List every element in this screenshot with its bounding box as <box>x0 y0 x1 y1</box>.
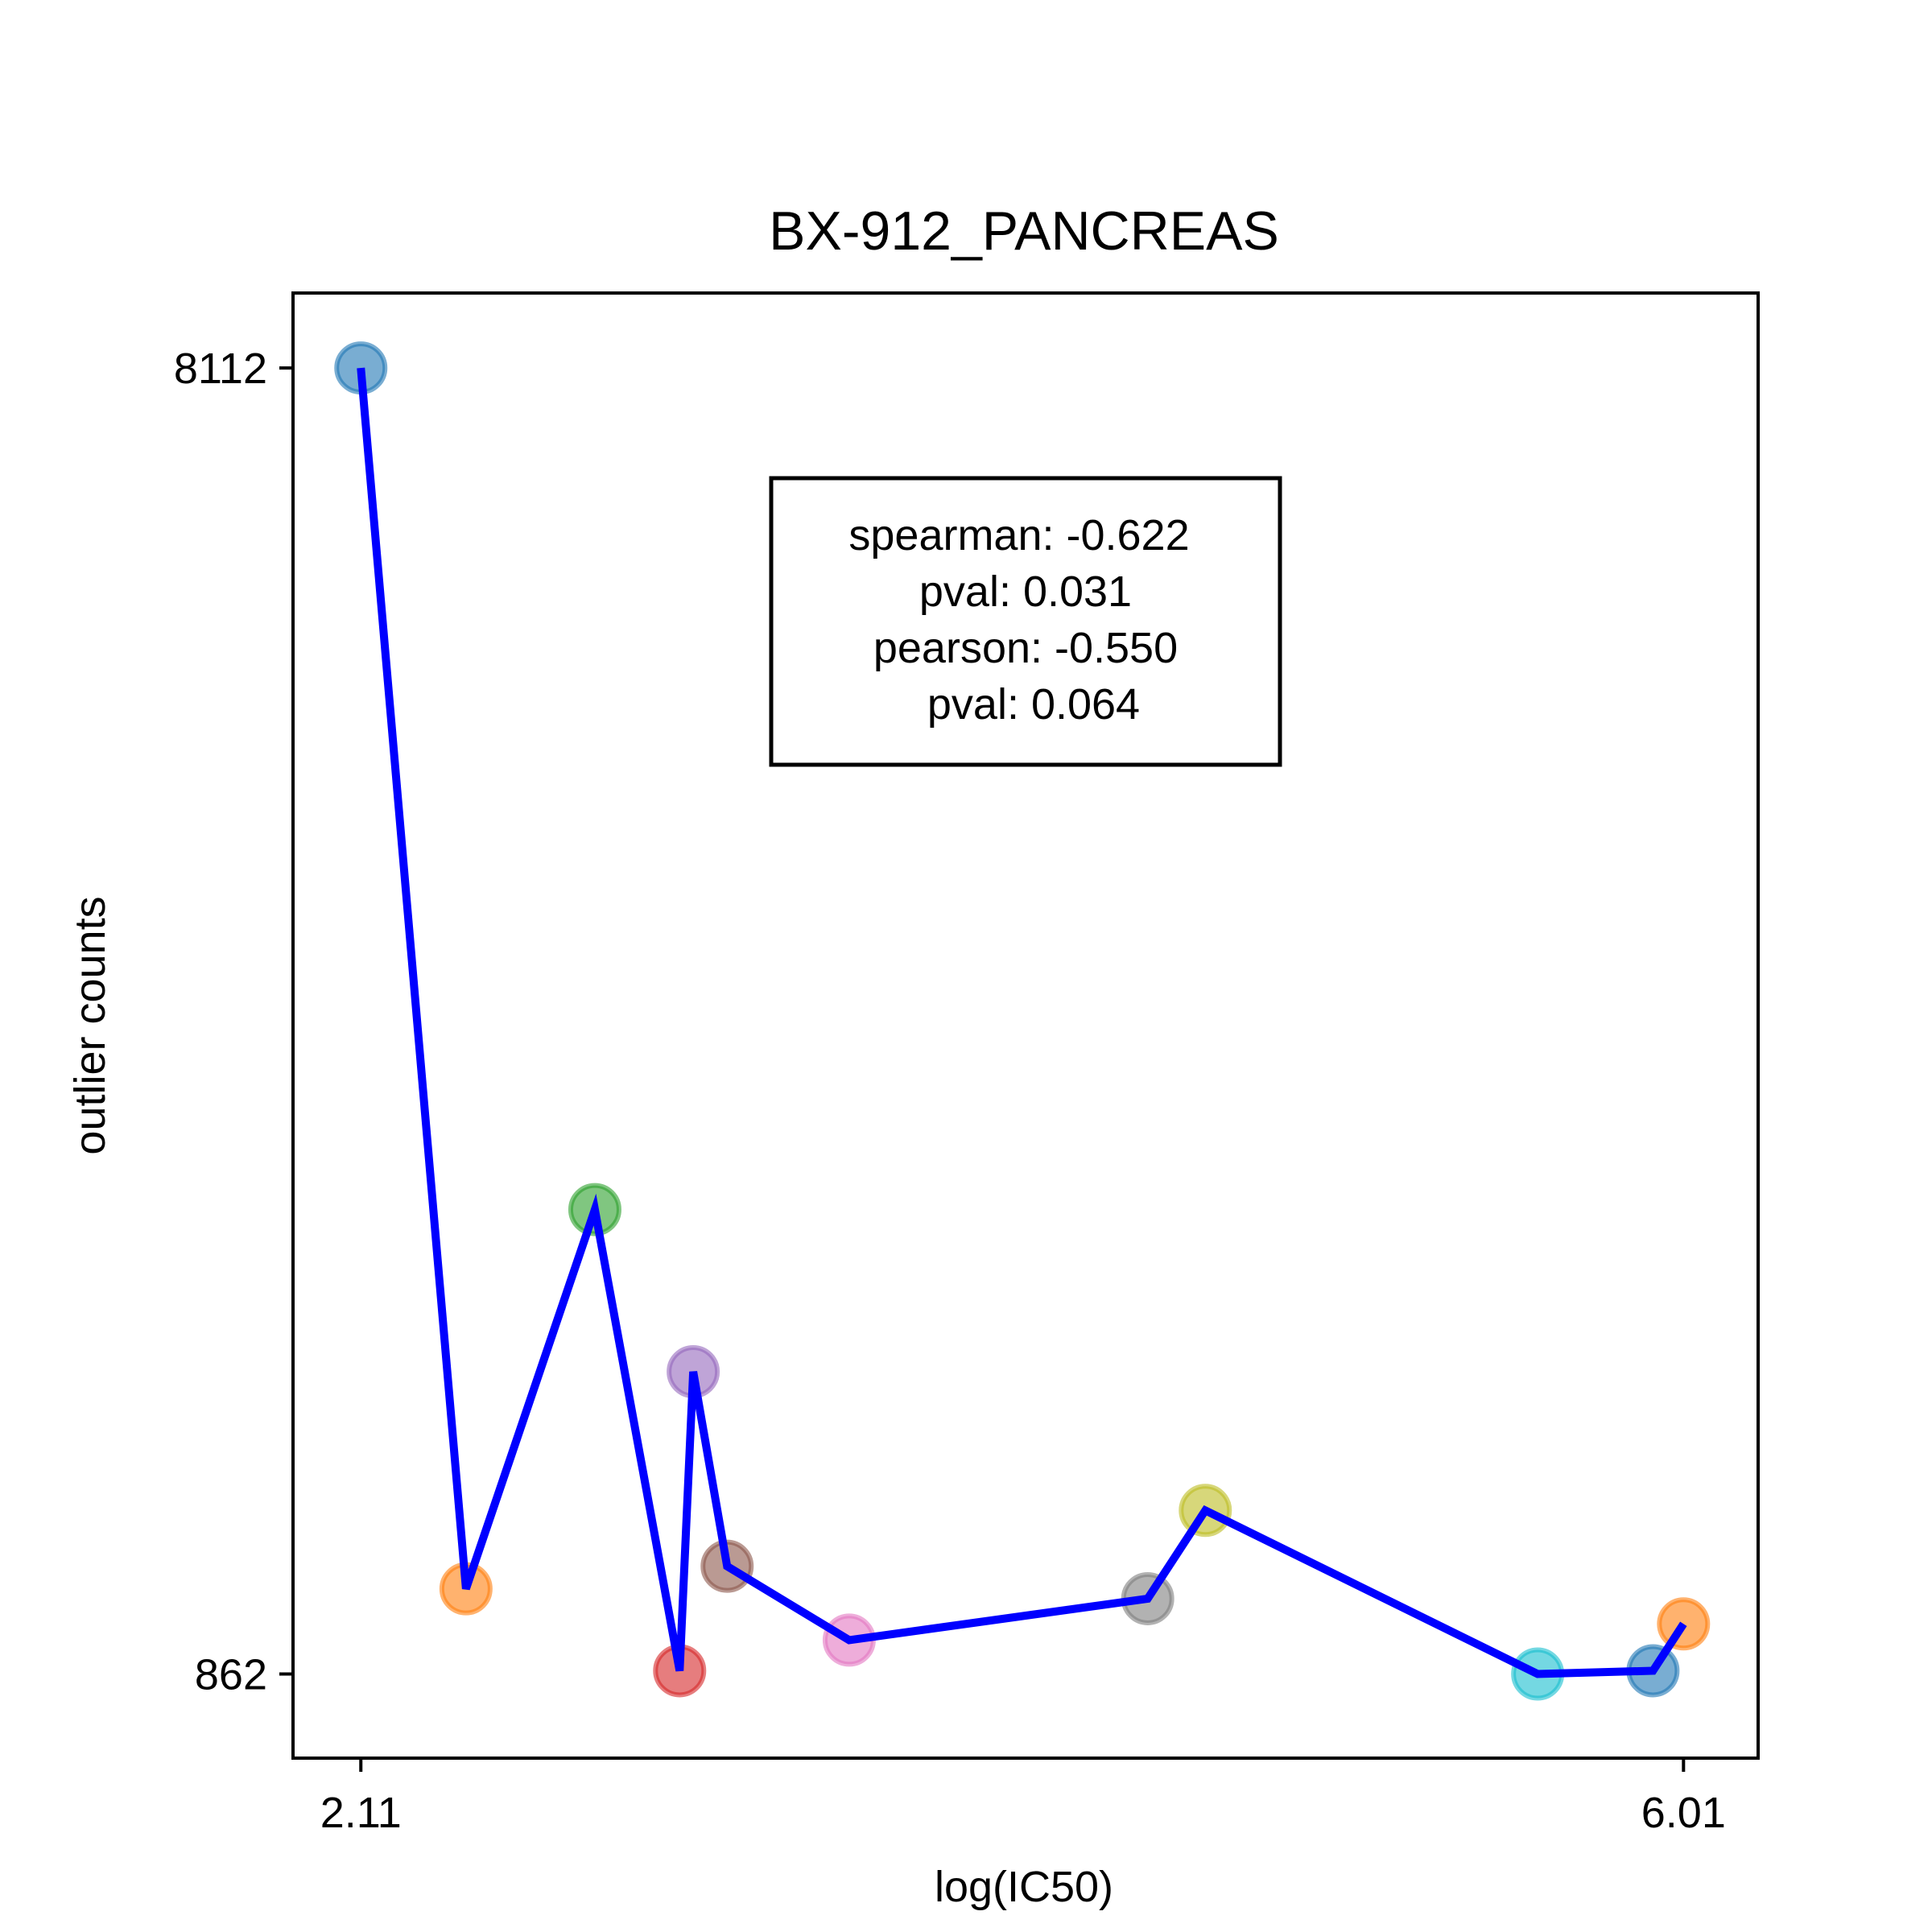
y-tick-label-1: 8112 <box>174 345 267 393</box>
x-tick-label-2: 6.01 <box>1641 1789 1726 1837</box>
stats-spearman-pval: pval: 0.031 <box>919 568 1132 616</box>
y-tick-label-2: 862 <box>195 1650 267 1699</box>
chart-title: BX-912_PANCREAS <box>769 200 1279 262</box>
stats-spearman: spearman: -0.622 <box>848 511 1189 559</box>
stats-box: spearman: -0.622 pval: 0.031 pearson: -0… <box>769 476 1282 767</box>
plot-area <box>334 341 1711 1701</box>
stats-pearson: pearson: -0.550 <box>873 624 1178 672</box>
stats-box-frame <box>769 476 1282 767</box>
plot-frame <box>291 291 1760 1760</box>
y-axis-label: outlier counts <box>66 896 114 1154</box>
x-axis-label: log(IC50) <box>935 1863 1113 1911</box>
axis-ticks: 2.11 6.01 8112 862 <box>174 345 1726 1837</box>
x-tick-label-1: 2.11 <box>320 1789 402 1837</box>
series-line <box>357 367 1687 1678</box>
stats-pearson-pval: pval: 0.064 <box>927 680 1140 729</box>
